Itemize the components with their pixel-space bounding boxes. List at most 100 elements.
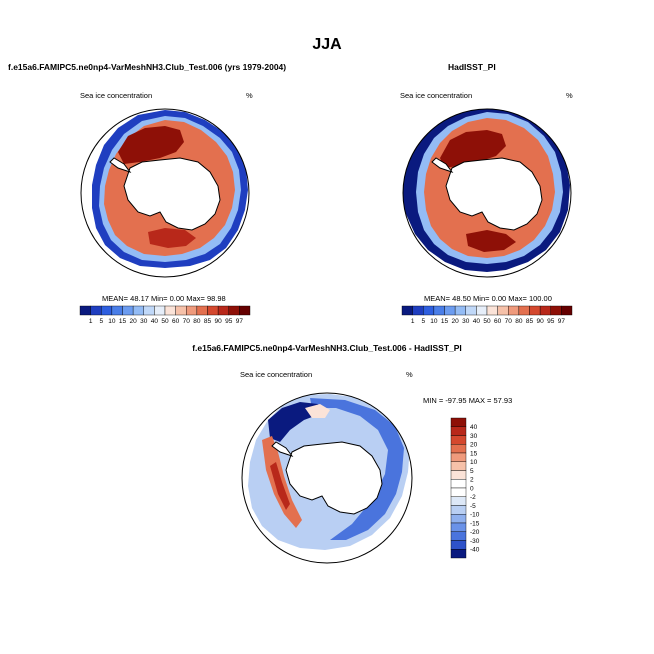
panel-1-colorbar-box-2 (101, 305, 113, 316)
panel-2-colorbar-tick-label: 5 (421, 318, 425, 325)
panel-1-colorbar-box-7 (154, 305, 166, 316)
panel-1-colorbar-tick-label: 95 (225, 318, 233, 325)
panel-2-colorbar-tick-label: 1 (411, 318, 415, 325)
panel-1-colorbar-box-1 (90, 305, 102, 316)
panel-1-colorbar-tick-label: 60 (172, 318, 180, 325)
panel-2-colorbar-tick-label: 15 (441, 318, 449, 325)
panel-2-colorbar: 1 5 10 15 20 30 40 50 60 70 80 85 90 95 97 (401, 305, 573, 325)
panel-2-colorbar-box-7 (476, 305, 488, 316)
panel-2-colorbar-box-2 (423, 305, 435, 316)
panel-2-map-border (402, 108, 572, 278)
panel-1-max-value: 98.98 (206, 294, 226, 303)
panel-3-colorbar-tick-label: 0 (470, 485, 474, 492)
panel-2-colorbar-box-0 (401, 305, 413, 316)
panel-2-colorbar-box-1 (412, 305, 424, 316)
panel-1-colorbar-box-11 (196, 305, 208, 316)
panel-3-diff-weak-positive (305, 404, 330, 418)
panel-2-colorbar-tick-label: 85 (526, 318, 534, 325)
panel-1-min-value: 0.00 (169, 294, 185, 303)
panel-3-map-border (241, 392, 413, 564)
panel-3-diff-max-weddell (270, 462, 290, 510)
panel-1-colorbar-tick-label: 97 (236, 318, 244, 325)
panel-2-colorbar-box-13 (539, 305, 551, 316)
panel-1-colorbar-box-14 (228, 305, 240, 316)
panel-1-ice-max-weddell (118, 126, 184, 164)
panel-2-colorbar-tick-label: 70 (505, 318, 513, 325)
panel-1-map-border (80, 108, 250, 278)
panel-1-colorbar-tick-label: 90 (215, 318, 223, 325)
panel-1-variable-label: Sea ice concentration (80, 91, 153, 100)
panel-3-max-value: 57.93 (493, 396, 513, 405)
panel-2-colorbar-tick-label: 30 (462, 318, 470, 325)
panel-2-max-value: 100.00 (528, 294, 552, 303)
panel-3-colorbar-tick-label: 40 (470, 424, 478, 431)
main-title: JJA (312, 36, 342, 53)
panel-3-map (241, 392, 413, 564)
panel-3-colorbar-tick-label: 5 (470, 468, 474, 475)
panel-2-colorbar-tick-label: 80 (515, 318, 523, 325)
panel-1-min-label: Min= (151, 294, 168, 303)
panel-1-colorbar-tick-label: 20 (130, 318, 138, 325)
panel-1-map (80, 108, 250, 278)
panel-2-colorbar-tick-label: 95 (547, 318, 555, 325)
panel-2-map (402, 108, 572, 278)
panel-1-colorbar-tick-label: 40 (151, 318, 159, 325)
panel-3-colorbar-tick-label: 20 (470, 442, 478, 449)
panel-2-antarctica (445, 157, 543, 231)
panel-3-peninsula (271, 441, 294, 457)
panel-3-colorbar-tick-label: -30 (470, 538, 480, 545)
panel-2-colorbar-box-6 (465, 305, 477, 316)
panel-2-colorbar-box-12 (529, 305, 541, 316)
panel-3-colorbar-tick-label: -20 (470, 529, 480, 536)
panel-1-peninsula (109, 157, 132, 173)
panel-3-colorbar-box-8 (450, 487, 467, 497)
panel-1-colorbar-tick-label: 1 (89, 318, 93, 325)
panel-3-colorbar-box-14 (450, 540, 467, 550)
panel-2-min-value: 0.00 (491, 294, 507, 303)
panel-1-mean-value: 48.17 (130, 294, 149, 303)
panel-3-title: f.e15a6.FAMIPC5.ne0np4-VarMeshNH3.Club_T… (192, 343, 462, 353)
panel-2-colorbar-tick-label: 60 (494, 318, 502, 325)
panel-3-colorbar-tick-label: 30 (470, 433, 478, 440)
panel-2-colorbar-tick-label: 97 (558, 318, 566, 325)
panel-1-colorbar-tick-label: 70 (183, 318, 191, 325)
panel-3-colorbar-tick-label: -40 (470, 547, 480, 554)
panel-1-stats: MEAN= 48.17 Min= 0.00 Max= 98.98 (102, 294, 226, 303)
panel-2-mean-label: MEAN= (424, 294, 451, 303)
panel-1-colorbar-box-9 (175, 305, 187, 316)
panel-3-colorbar-tick-label: -10 (470, 512, 480, 519)
panel-1-colorbar-box-15 (239, 305, 251, 316)
panel-1-colorbar: 1 5 10 15 20 30 40 50 60 70 80 85 90 95 97 (79, 305, 251, 325)
panel-1-colorbar-tick-label: 80 (193, 318, 201, 325)
panel-3-colorbar-box-0 (450, 417, 467, 427)
panel-3-units: % (406, 370, 413, 379)
panel-1-colorbar-box-12 (207, 305, 219, 316)
panel-2-units: % (566, 91, 573, 100)
panel-2-colorbar-box-4 (444, 305, 456, 316)
panel-3-colorbar-box-12 (450, 522, 467, 532)
panel-3-colorbar-box-7 (450, 479, 467, 489)
panel-1-colorbar-tick-label: 15 (119, 318, 127, 325)
panel-1-colorbar-box-13 (217, 305, 229, 316)
panel-3-colorbar-box-9 (450, 496, 467, 506)
panel-1-colorbar-box-4 (122, 305, 134, 316)
panel-2-colorbar-box-5 (454, 305, 466, 316)
panel-1-colorbar-tick-label: 10 (108, 318, 116, 325)
panel-3-colorbar-box-5 (450, 461, 467, 471)
panel-2-ice-max-ross (466, 230, 516, 252)
panel-3-colorbar-tick-label: -5 (470, 503, 476, 510)
panel-2-peninsula (431, 157, 454, 173)
panel-2-mean-value: 48.50 (452, 294, 471, 303)
panel-2-min-label: Min= (473, 294, 490, 303)
panel-1-colorbar-box-8 (164, 305, 176, 316)
panel-3-colorbar-box-2 (450, 435, 467, 445)
panel-2-colorbar-tick-label: 50 (483, 318, 491, 325)
panel-2-colorbar-box-11 (518, 305, 530, 316)
panel-3-colorbar-tick-label: -2 (470, 494, 476, 501)
panel-2-colorbar-box-3 (433, 305, 445, 316)
panel-1-max-label: Max= (186, 294, 205, 303)
panel-2-colorbar-tick-label: 40 (473, 318, 481, 325)
panel-1-colorbar-box-0 (79, 305, 91, 316)
